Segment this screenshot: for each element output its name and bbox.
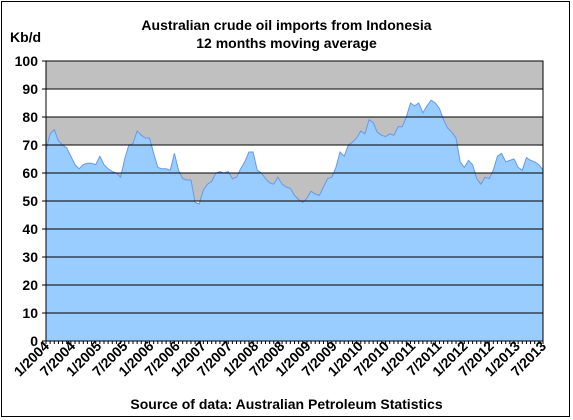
- y-tick-label: 100: [15, 53, 39, 69]
- grid-band: [46, 61, 543, 89]
- y-tick-label: 20: [22, 277, 38, 293]
- source-note: Source of data: Australian Petroleum Sta…: [130, 396, 443, 412]
- y-tick-label: 70: [22, 137, 38, 153]
- y-tick-label: 90: [22, 81, 38, 97]
- y-tick-label: 50: [22, 193, 38, 209]
- y-tick-label: 60: [22, 165, 38, 181]
- y-tick-label: 0: [30, 333, 38, 349]
- y-tick-label: 40: [22, 221, 38, 237]
- grid-band: [46, 117, 543, 145]
- y-axis-unit-label: Kb/d: [10, 29, 42, 45]
- series-area: [46, 100, 543, 341]
- chart-subtitle: 12 months moving average: [196, 35, 377, 51]
- y-tick-label: 80: [22, 109, 38, 125]
- chart-title: Australian crude oil imports from Indone…: [141, 17, 432, 33]
- y-tick-label: 10: [22, 305, 38, 321]
- y-tick-label: 30: [22, 249, 38, 265]
